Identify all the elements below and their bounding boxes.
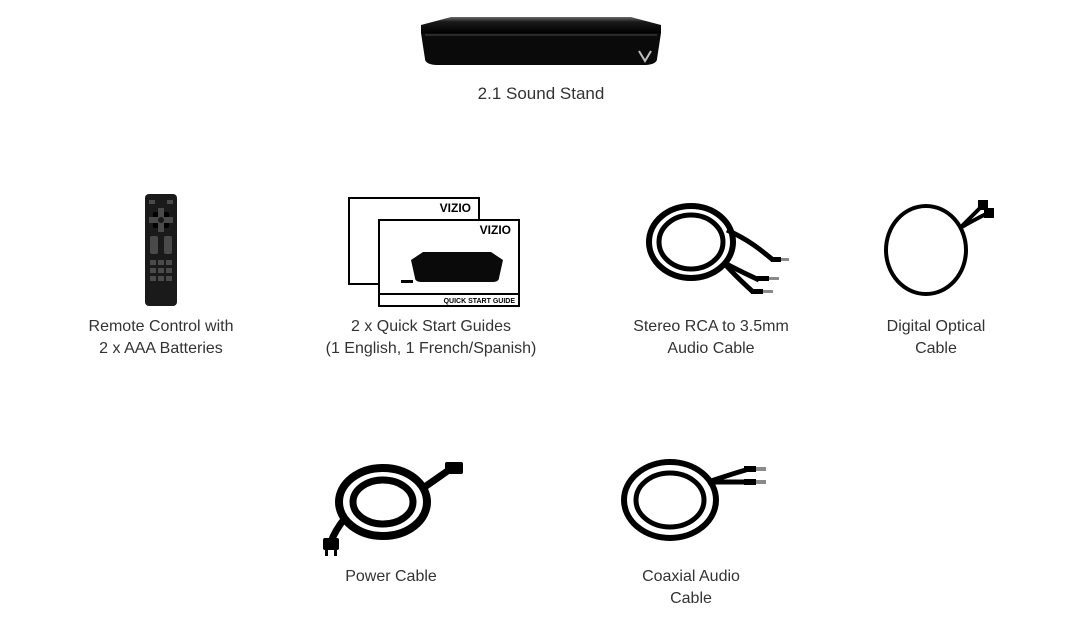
item-power-cable: Power Cable: [241, 440, 541, 609]
item-rca-cable-label: Stereo RCA to 3.5mm Audio Cable: [633, 316, 789, 359]
item-remote: Remote Control with 2 x AAA Batteries: [46, 190, 276, 359]
guides-icon: VIZIO VIZIO QUICK START GUIDE: [331, 190, 531, 310]
brand-text-back: VIZIO: [440, 201, 471, 215]
item-rca-cable: Stereo RCA to 3.5mm Audio Cable: [586, 190, 836, 359]
brand-text-front: VIZIO: [480, 223, 511, 237]
hero-sound-stand: 2.1 Sound Stand: [0, 8, 1082, 104]
item-optical-cable-label: Digital Optical Cable: [887, 316, 986, 359]
hero-label: 2.1 Sound Stand: [478, 84, 605, 104]
item-remote-label: Remote Control with 2 x AAA Batteries: [89, 316, 234, 359]
item-coax-cable-label: Coaxial Audio Cable: [642, 566, 740, 609]
item-coax-cable: Coaxial Audio Cable: [541, 440, 841, 609]
row-2: Power Cable Coaxial Audio Cable: [0, 440, 1082, 609]
optical-cable-icon: [866, 190, 1006, 310]
power-cable-icon: [311, 440, 471, 560]
remote-icon: [131, 190, 191, 310]
coax-cable-icon: [606, 440, 776, 560]
item-guides: VIZIO VIZIO QUICK START GUIDE 2 x Quick …: [276, 190, 586, 359]
row-1: Remote Control with 2 x AAA Batteries VI…: [0, 190, 1082, 359]
sound-stand-icon: [391, 8, 691, 78]
guide-footer-text: QUICK START GUIDE: [444, 298, 516, 305]
item-optical-cable: Digital Optical Cable: [836, 190, 1036, 359]
item-power-cable-label: Power Cable: [345, 566, 437, 588]
item-guides-label: 2 x Quick Start Guides (1 English, 1 Fre…: [326, 316, 537, 359]
rca-cable-icon: [631, 190, 791, 310]
